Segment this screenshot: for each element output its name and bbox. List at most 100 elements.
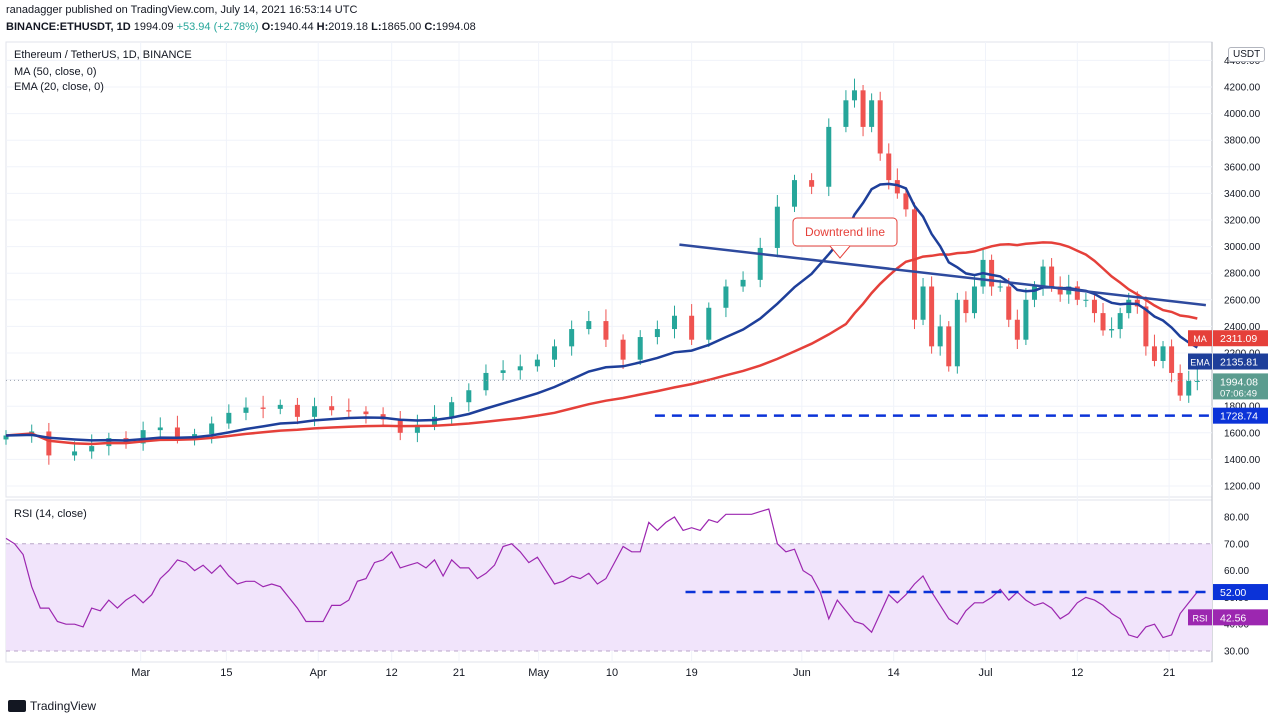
candle-body <box>963 299 969 314</box>
ema-price-label-text: 2135.81 <box>1220 357 1258 369</box>
price-tick-label: 3400.00 <box>1224 189 1261 200</box>
candle-body <box>654 329 660 338</box>
ma-price-label-tag <box>1188 330 1212 347</box>
ema-legend[interactable]: EMA (20, close, 0) <box>14 81 104 93</box>
candle-body <box>3 435 9 440</box>
price-tick-label: 2800.00 <box>1224 269 1261 280</box>
rsi-legend[interactable]: RSI (14, close) <box>14 508 87 520</box>
ema-price-label <box>1213 353 1268 370</box>
time-tick-label: 14 <box>888 667 900 679</box>
candle-body <box>620 339 626 360</box>
candle-body <box>689 315 695 340</box>
candle-body <box>1031 286 1037 300</box>
candle-body <box>243 407 249 413</box>
candle-body <box>260 407 266 409</box>
footer: TradingView <box>8 699 96 713</box>
candle-body <box>826 126 832 187</box>
price-tick-label: 1600.00 <box>1224 428 1261 439</box>
rsi-last-label-tag <box>1188 609 1212 626</box>
price-tick-label: 1200.00 <box>1224 482 1261 493</box>
candle-body <box>997 286 1003 288</box>
symbol: BINANCE:ETHUSDT, 1D <box>6 21 131 33</box>
time-tick-label: 21 <box>453 667 465 679</box>
rsi-last-label <box>1213 609 1268 626</box>
price-tick-label: 2600.00 <box>1224 295 1261 306</box>
candle-body <box>954 299 960 367</box>
ma-legend[interactable]: MA (50, close, 0) <box>14 66 97 78</box>
candle-body <box>869 100 875 127</box>
price-tick-label: 2400.00 <box>1224 322 1261 333</box>
candle-body <box>1049 266 1055 287</box>
candle-body <box>903 193 909 210</box>
candle-body <box>329 406 335 411</box>
candle-body <box>723 286 729 308</box>
high-label: H: <box>316 21 329 33</box>
price-change: +53.94 (+2.78%) <box>176 21 259 33</box>
time-tick-label: Mar <box>131 667 150 679</box>
rsi-tick-label: 70.00 <box>1224 539 1249 550</box>
rsi-tick-label: 30.00 <box>1224 647 1249 658</box>
annotation-pointer <box>829 245 851 259</box>
candle-body <box>603 321 609 340</box>
candle-body <box>920 286 926 320</box>
candle-body <box>1091 299 1097 314</box>
currency-badge[interactable]: USDT <box>1228 47 1266 62</box>
price-tick-label: 3000.00 <box>1224 242 1261 253</box>
candle-body <box>586 321 592 330</box>
time-tick-label: 15 <box>220 667 232 679</box>
publish-info: ranadagger published on TradingView.com,… <box>6 4 358 16</box>
rsi-band <box>6 543 1212 651</box>
candle-body <box>46 431 52 456</box>
candle-body <box>1006 286 1012 320</box>
time-tick-label: Jul <box>978 667 992 679</box>
candle-body <box>740 279 746 287</box>
candle-body <box>1126 299 1132 314</box>
candle-body <box>72 451 78 456</box>
candle-body <box>552 346 558 360</box>
rsi-tick-label: 80.00 <box>1224 513 1249 524</box>
candle-body <box>946 326 952 367</box>
time-tick-label: Apr <box>310 667 327 679</box>
ma-price-label <box>1213 330 1268 347</box>
candle-body <box>1074 286 1080 300</box>
candle-body <box>209 423 215 435</box>
candle-body <box>483 372 489 391</box>
support-price-label <box>1213 407 1268 424</box>
candle-body <box>140 430 146 444</box>
low-label: L: <box>371 21 382 33</box>
ma-line <box>5 241 1198 446</box>
candle-body <box>672 315 678 330</box>
rsi-level-label-text: 52.00 <box>1220 587 1246 599</box>
low-value: 1865.00 <box>381 21 422 33</box>
rsi-level-label <box>1213 584 1268 601</box>
candle-body <box>346 410 352 412</box>
candle-body <box>706 307 712 340</box>
candle-body <box>886 153 892 181</box>
candle-body <box>1117 313 1123 330</box>
candle-body <box>517 366 523 371</box>
candle-body <box>791 180 797 207</box>
time-tick-label: Jun <box>793 667 811 679</box>
candle-body <box>894 180 900 194</box>
ema-price-label-tag-text: EMA <box>1190 358 1210 368</box>
annotation-label: Downtrend line <box>805 225 885 239</box>
price-tick-label: 1400.00 <box>1224 455 1261 466</box>
candle-body <box>363 411 369 415</box>
price-tick-label: 3600.00 <box>1224 162 1261 173</box>
candle-body <box>414 424 420 433</box>
rsi-tick-label: 60.00 <box>1224 566 1249 577</box>
candle-body <box>1014 319 1020 340</box>
candle-body <box>174 427 180 439</box>
time-tick-label: May <box>528 667 549 679</box>
downtrend-line <box>679 243 1207 307</box>
candle-body <box>500 370 506 373</box>
time-tick-label: 12 <box>386 667 398 679</box>
candle-body <box>851 90 857 101</box>
price-tick-label: 3800.00 <box>1224 136 1261 147</box>
candle-body <box>1160 346 1166 361</box>
time-tick-label: 12 <box>1071 667 1083 679</box>
candle-body <box>157 427 163 431</box>
candle-body <box>1100 313 1106 331</box>
close-value: 1994.08 <box>435 21 476 33</box>
